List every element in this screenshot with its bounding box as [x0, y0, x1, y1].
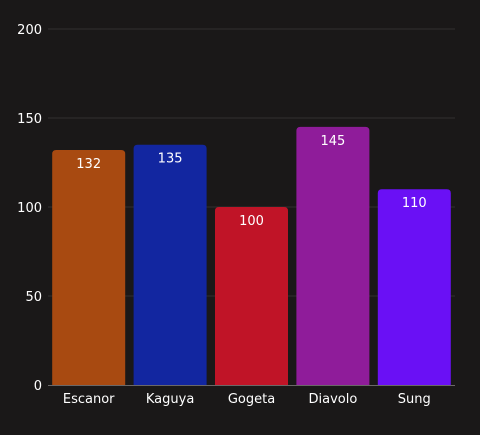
data-label: 145	[320, 134, 345, 149]
data-label: 110	[402, 196, 427, 211]
x-tick-label: Kaguya	[146, 392, 194, 407]
x-tick-label: Gogeta	[228, 392, 275, 407]
y-tick-label: 150	[17, 112, 42, 127]
y-tick-label: 0	[34, 379, 42, 394]
axes: 0 50 100 150 200 Escanor Kaguya Gogeta Diavolo Su…	[17, 23, 455, 407]
x-tick-label: Diavolo	[308, 392, 357, 407]
y-tick-label: 50	[25, 290, 42, 305]
x-tick-label: Sung	[398, 392, 431, 407]
bar-diavolo[interactable]	[296, 126, 370, 386]
y-tick-label: 200	[17, 23, 42, 38]
bar-escanor[interactable]	[52, 150, 126, 385]
bar-sung[interactable]	[377, 189, 451, 385]
data-label: 100	[239, 214, 264, 229]
data-label: 135	[158, 152, 183, 167]
bar-gogeta[interactable]	[215, 207, 288, 385]
x-tick-label: Escanor	[63, 392, 115, 407]
data-label: 132	[76, 157, 101, 172]
bar-kaguya[interactable]	[133, 144, 207, 385]
bars: 132 135 100 145 110	[52, 126, 451, 386]
y-tick-label: 100	[17, 201, 42, 216]
